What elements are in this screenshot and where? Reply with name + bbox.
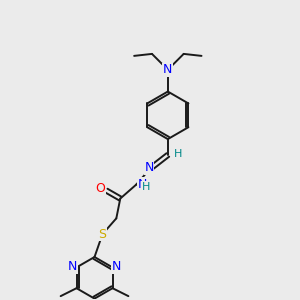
Text: H: H [174, 149, 182, 159]
Text: N: N [68, 260, 77, 273]
Text: S: S [98, 228, 106, 241]
Text: N: N [138, 178, 148, 191]
Text: N: N [163, 63, 172, 76]
Text: H: H [142, 182, 150, 192]
Text: O: O [95, 182, 105, 195]
Text: N: N [112, 260, 121, 273]
Text: N: N [144, 161, 154, 174]
